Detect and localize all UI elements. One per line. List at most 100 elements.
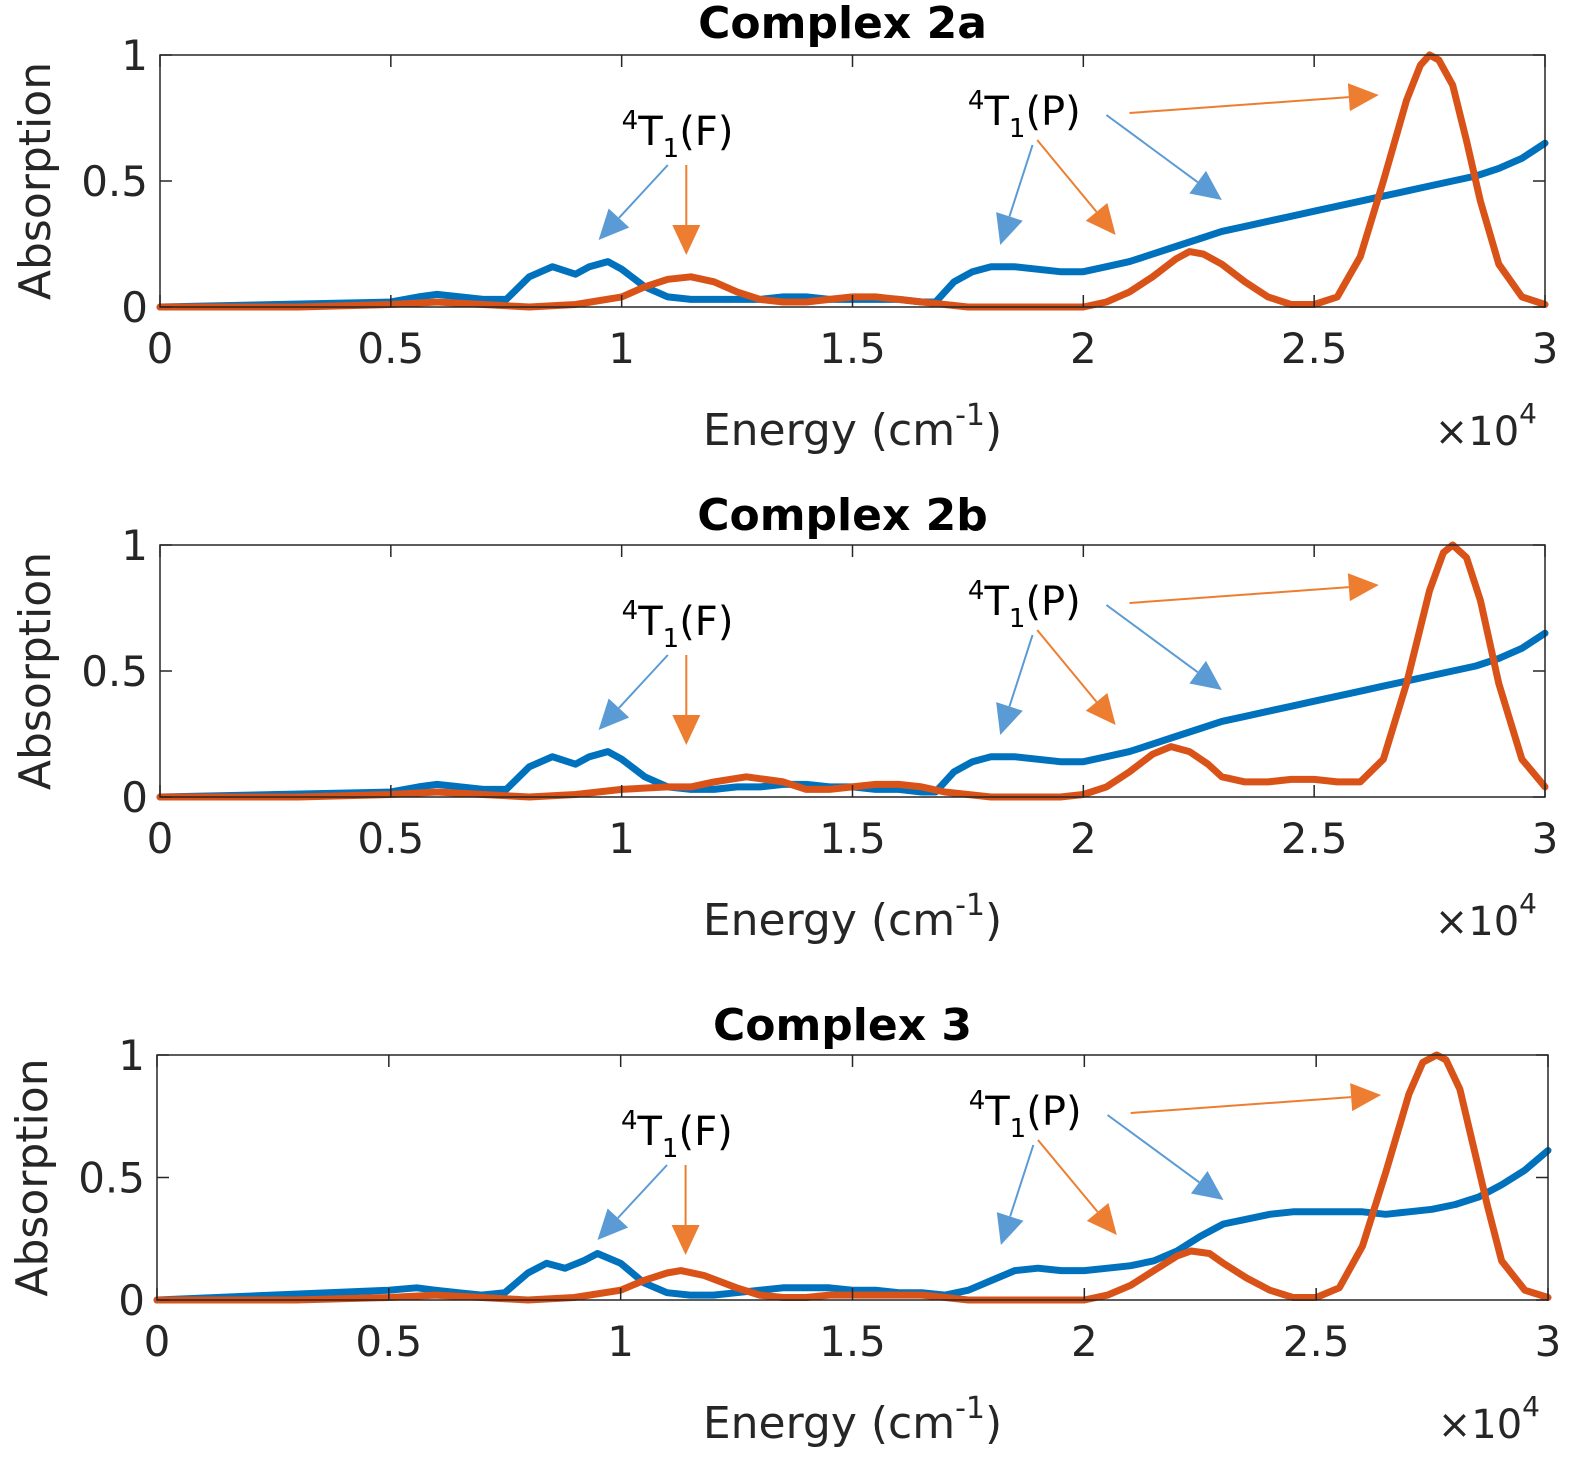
x-tick-label: 2 bbox=[1071, 1317, 1098, 1366]
x-tick-label: 2 bbox=[1070, 814, 1097, 863]
annotation-4t1f: 4T1(F) bbox=[622, 596, 734, 654]
x-tick-label: 2.5 bbox=[1281, 814, 1348, 863]
arrow-4t1p-orange-1-shaft bbox=[1037, 1139, 1099, 1213]
annotation-4t1p: 4T1(P) bbox=[968, 576, 1081, 634]
x-tick-label: 1.5 bbox=[819, 1317, 886, 1366]
arrow-4t1p-orange-1 bbox=[1036, 139, 1116, 235]
x-tick-label: 3 bbox=[1532, 814, 1559, 863]
arrow-4t1f-orange bbox=[671, 1165, 700, 1255]
arrow-4t1p-blue-2 bbox=[1105, 114, 1222, 200]
chart-panel-1: Complex 2a 0 0.5 1 1.5 2 2.5 3 0 0.5 1 Energy (cm-1… bbox=[10, 0, 1558, 456]
arrow-4t1f-blue-head bbox=[597, 1208, 629, 1240]
arrow-4t1p-blue-2-shaft bbox=[1106, 1114, 1200, 1184]
y-tick-label: 0 bbox=[121, 773, 148, 822]
arrow-4t1p-blue-1-shaft bbox=[1008, 634, 1034, 707]
chart-panel-3: Complex 3 0 0.5 1 1.5 2 2.5 3 0 0.5 1 Energy (cm-1)… bbox=[7, 1000, 1561, 1449]
x-tick-label: 0 bbox=[147, 814, 174, 863]
arrow-4t1p-orange-2-head bbox=[1347, 573, 1379, 602]
x-tick-label: 0.5 bbox=[355, 1317, 422, 1366]
chart-title: Complex 2a bbox=[698, 0, 987, 49]
arrow-4t1p-orange-1 bbox=[1036, 629, 1116, 725]
arrow-4t1p-blue-2-shaft bbox=[1105, 114, 1199, 184]
arrow-4t1p-orange-2-head bbox=[1347, 83, 1379, 112]
arrow-4t1p-orange-2-head bbox=[1350, 1083, 1382, 1112]
x-tick-label: 3 bbox=[1532, 324, 1559, 373]
arrow-4t1f-orange bbox=[672, 655, 701, 745]
y-tick-label: 0 bbox=[118, 1276, 145, 1325]
x-tick-label: 0.5 bbox=[357, 324, 424, 373]
x-tick-label: 2.5 bbox=[1283, 1317, 1350, 1366]
x-tick-label: 0 bbox=[144, 1317, 171, 1366]
x-tick-label: 1 bbox=[608, 324, 635, 373]
axes-box bbox=[159, 54, 1546, 308]
arrow-4t1f-blue bbox=[598, 164, 669, 240]
y-tick-label: 0.5 bbox=[81, 157, 148, 206]
series-line-orange bbox=[156, 51, 1549, 311]
x-tick-label: 1 bbox=[607, 1317, 634, 1366]
arrow-4t1p-blue-1 bbox=[996, 1144, 1035, 1245]
annotation-4t1p: 4T1(P) bbox=[968, 86, 1081, 144]
arrow-4t1p-orange-2-shaft bbox=[1129, 96, 1349, 114]
arrow-4t1p-blue-1-head bbox=[996, 702, 1023, 735]
x-axis-label: Energy (cm-1) bbox=[703, 888, 1002, 946]
y-tick-label: 1 bbox=[121, 31, 148, 80]
series-line-orange bbox=[153, 1051, 1552, 1304]
x-tick-label: 1.5 bbox=[819, 324, 886, 373]
arrow-4t1f-orange bbox=[672, 165, 701, 255]
x-tick-label: 2.5 bbox=[1281, 324, 1348, 373]
arrow-4t1p-orange-1-head bbox=[1085, 202, 1116, 235]
axes-box bbox=[159, 544, 1546, 798]
arrow-4t1p-blue-2-shaft bbox=[1105, 604, 1199, 674]
arrow-4t1f-blue-head bbox=[598, 208, 630, 240]
y-axis-label: Absorption bbox=[10, 62, 61, 300]
arrow-4t1f-orange-head bbox=[672, 715, 701, 745]
arrow-4t1p-blue-2 bbox=[1106, 1114, 1224, 1200]
annotation-4t1p: 4T1(P) bbox=[969, 1086, 1082, 1144]
arrow-4t1f-blue bbox=[597, 1164, 668, 1240]
arrow-4t1f-blue-shaft bbox=[618, 164, 669, 219]
arrow-4t1p-orange-1-head bbox=[1086, 1202, 1117, 1235]
series-line-orange bbox=[156, 541, 1549, 801]
arrow-4t1f-blue-shaft bbox=[618, 654, 669, 709]
arrow-4t1f-blue-head bbox=[598, 698, 630, 730]
y-tick-label: 1 bbox=[121, 521, 148, 570]
arrow-4t1p-orange-2-shaft bbox=[1129, 586, 1349, 604]
arrow-4t1p-orange-1-shaft bbox=[1036, 139, 1098, 213]
y-tick-label: 0.5 bbox=[81, 647, 148, 696]
arrow-4t1p-blue-1-head bbox=[996, 212, 1023, 245]
y-tick-label: 0.5 bbox=[78, 1154, 145, 1203]
y-axis-label: Absorption bbox=[10, 552, 61, 790]
arrow-4t1p-orange-2 bbox=[1129, 83, 1379, 114]
annotation-4t1f: 4T1(F) bbox=[622, 106, 734, 164]
y-tick-label: 1 bbox=[118, 1031, 145, 1080]
x-multiplier-label: ×104 bbox=[1435, 397, 1537, 455]
chart-title: Complex 3 bbox=[713, 1000, 972, 1051]
x-tick-label: 3 bbox=[1535, 1317, 1562, 1366]
arrow-4t1p-orange-2-shaft bbox=[1130, 1096, 1352, 1114]
y-axis-label: Absorption bbox=[7, 1058, 58, 1296]
arrow-4t1p-orange-1-head bbox=[1085, 692, 1116, 725]
arrow-4t1p-blue-2-head bbox=[1189, 170, 1222, 200]
arrow-4t1p-orange-1 bbox=[1037, 1139, 1117, 1235]
x-tick-label: 1.5 bbox=[819, 814, 886, 863]
arrow-4t1p-blue-1 bbox=[996, 634, 1034, 735]
series-line-blue bbox=[153, 1147, 1552, 1304]
series-line-blue bbox=[156, 139, 1549, 311]
arrow-4t1p-blue-2-head bbox=[1190, 1170, 1224, 1200]
arrow-4t1p-blue-1-head bbox=[996, 1212, 1024, 1245]
chart-title: Complex 2b bbox=[697, 490, 988, 541]
arrow-4t1f-orange-head bbox=[671, 1225, 700, 1255]
arrow-4t1f-blue-shaft bbox=[617, 1164, 668, 1219]
x-tick-label: 0.5 bbox=[357, 814, 424, 863]
y-tick-label: 0 bbox=[121, 283, 148, 332]
x-tick-label: 0 bbox=[147, 324, 174, 373]
axes-box bbox=[156, 1054, 1549, 1301]
arrow-4t1p-orange-1-shaft bbox=[1036, 629, 1098, 703]
x-multiplier-label: ×104 bbox=[1435, 887, 1537, 945]
x-axis-label: Energy (cm-1) bbox=[703, 1391, 1002, 1449]
arrow-4t1p-blue-1-shaft bbox=[1008, 144, 1034, 217]
arrow-4t1p-orange-2 bbox=[1129, 573, 1379, 604]
series-line-blue bbox=[156, 629, 1549, 801]
arrow-4t1p-blue-1-shaft bbox=[1009, 1144, 1035, 1217]
x-tick-label: 1 bbox=[608, 814, 635, 863]
